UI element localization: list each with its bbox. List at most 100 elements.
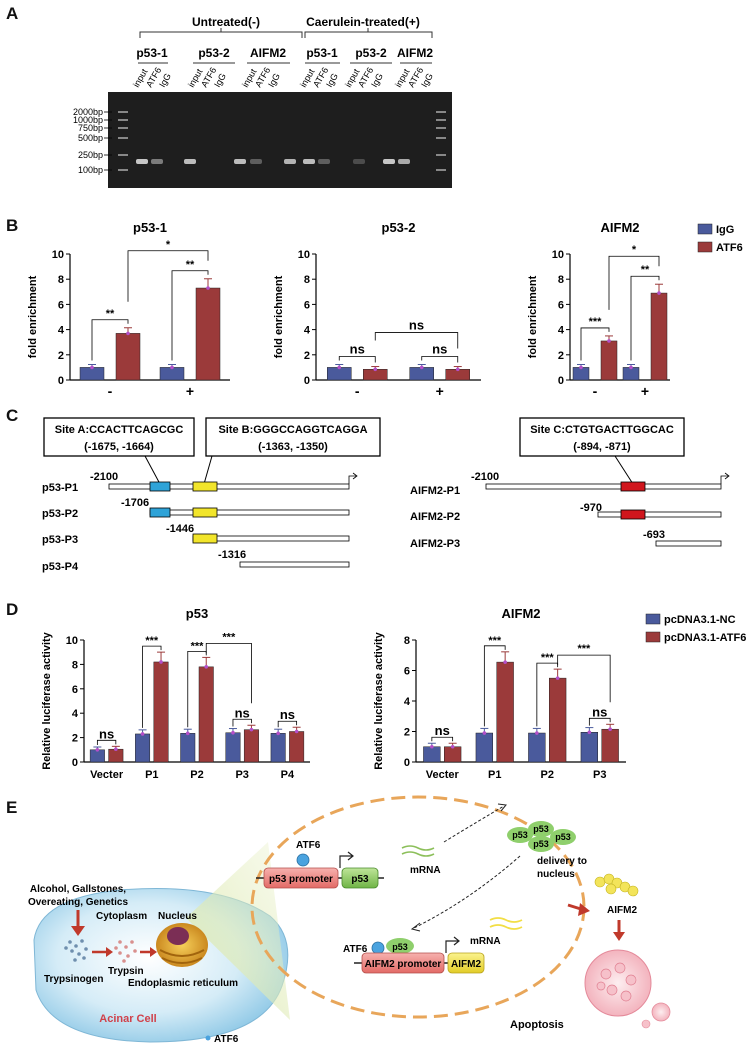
panelD-ytick-0-4: 8 <box>72 659 78 671</box>
panelD-ylabel-1: Relative luciferase activity <box>373 631 385 769</box>
cytoplasm-label: Cytoplasm <box>96 911 147 922</box>
panelB-sig-1-2: ns <box>409 318 424 333</box>
panelD-xcat-0-1: P1 <box>145 769 158 781</box>
atf6-protein-top <box>296 853 310 867</box>
panelD-xcat-0-2: P2 <box>190 769 203 781</box>
aifm2-p1-label: AIFM2-P1 <box>410 485 460 497</box>
panelD-legend-0: pcDNA3.1-NC <box>664 614 736 626</box>
panelD-ytick-0-0: 0 <box>72 757 78 769</box>
panelD-ytick-0-1: 2 <box>72 733 78 745</box>
atf6-label-bottom: ATF6 <box>343 944 368 955</box>
marker-5: 100bp <box>78 165 103 175</box>
aifm2-p3-start: -693 <box>643 529 665 541</box>
panelB-ytick-2-0: 0 <box>558 375 564 387</box>
panel-b-letter: B <box>6 216 19 235</box>
panelB-bar-0-1-0 <box>159 367 185 381</box>
p53-p3-label: p53-P3 <box>42 534 78 546</box>
site-a-block-p2 <box>149 507 171 518</box>
target-label-5: AIFM2 <box>397 46 433 60</box>
aifm2-gene-box <box>447 952 485 974</box>
delivery-line1: delivery to <box>537 856 587 867</box>
panelB-xcat-1-0: - <box>355 383 360 399</box>
panel-e-letter: E <box>6 798 18 817</box>
p53-cluster-2: p53 <box>533 824 549 834</box>
panelB-ytick-1-1: 2 <box>304 350 310 362</box>
panelD-sig-0-5: *** <box>222 631 236 643</box>
panelB-ytick-1-0: 0 <box>304 375 310 387</box>
panelD-bar-0-0-1 <box>108 748 124 763</box>
site-b-block-p3 <box>192 533 218 544</box>
trypsinogen-label: Trypsinogen <box>44 974 103 985</box>
panelB-ylabel-1: fold enrichment <box>273 275 285 358</box>
aifm2-protein-label: AIFM2 <box>607 905 637 916</box>
group-untreated: Untreated(-) <box>192 15 260 29</box>
target-label-4: p53-2 <box>355 46 387 60</box>
p53-p4-start: -1316 <box>218 549 246 561</box>
atf6-legend: ATF6 <box>214 1034 239 1045</box>
panelD-xcat-0-0: Vecter <box>90 769 124 781</box>
site-c-pos: (-894, -871) <box>573 441 631 453</box>
panelD-sig-0-1: *** <box>145 635 159 647</box>
panelD-ytick-1-3: 6 <box>404 666 410 678</box>
panelB-ytick-0-1: 2 <box>58 350 64 362</box>
apoptosis-label: Apoptosis <box>510 1019 564 1031</box>
panelD-xcat-1-2: P2 <box>541 769 554 781</box>
panelD-ytick-1-0: 0 <box>404 757 410 769</box>
panelB-xcat-0-0: - <box>108 383 113 399</box>
panelD-sig-1-4: *** <box>577 643 591 655</box>
panelB-sig-1-1: ns <box>432 342 447 357</box>
panelB-ylabel-0: fold enrichment <box>27 275 39 358</box>
panel-a-letter: A <box>6 4 19 23</box>
panelD-xcat-1-1: P1 <box>488 769 501 781</box>
p53-cluster-3: p53 <box>533 839 549 849</box>
panelB-ytick-1-3: 6 <box>304 299 310 311</box>
mrna-label-top: mRNA <box>410 865 441 876</box>
site-c-block-p1 <box>620 481 646 492</box>
panelB-title-2: AIFM2 <box>601 220 640 235</box>
aifm2-promoter-text: AIFM2 promoter <box>365 959 442 970</box>
er-label: Endoplasmic reticulum <box>128 978 238 989</box>
panelB-xcat-2-1: + <box>641 383 649 399</box>
panelD-ytick-0-5: 10 <box>66 635 78 647</box>
atf6-label-top: ATF6 <box>296 840 321 851</box>
aifm2-p1-start: -2100 <box>471 471 499 483</box>
panelD-bar-1-0-0 <box>423 746 441 763</box>
panelB-sig-2-0: *** <box>589 316 603 328</box>
site-b-block-p2 <box>192 507 218 518</box>
site-c-block-p2 <box>620 509 646 520</box>
panelD-xcat-0-3: P3 <box>235 769 248 781</box>
panelD-xcat-1-0: Vecter <box>426 769 460 781</box>
panelD-sig-0-3: ns <box>235 705 250 720</box>
site-c-seq: Site C:CTGTGACTTGGCAC <box>530 424 674 436</box>
panelD-bar-0-3-1 <box>243 729 259 763</box>
panelB-sig-0-1: ** <box>186 259 195 271</box>
target-label-2: AIFM2 <box>250 46 286 60</box>
panelB-sig-1-0: ns <box>350 342 365 357</box>
panelB-sig-2-1: ** <box>641 264 650 276</box>
panelB-bar-0-0-0 <box>79 367 105 381</box>
panelB-title-0: p53-1 <box>133 220 167 235</box>
panelB-sig-0-2: * <box>166 239 171 251</box>
panelD-sig-1-1: *** <box>488 635 502 647</box>
marker-4: 250bp <box>78 150 103 160</box>
panelB-legend-swatch-0 <box>697 223 713 235</box>
panelB-ytick-0-4: 8 <box>58 274 64 286</box>
trigger-line1: Alcohol, Gallstones, <box>30 884 126 895</box>
p53-gene-box <box>341 867 379 889</box>
delivery-line2: nucleus <box>537 869 575 880</box>
panelB-bar-2-0-1 <box>600 340 618 381</box>
p53-gene-text: p53 <box>351 874 369 885</box>
aifm2-promoter-box <box>361 952 445 974</box>
p53-cluster-4: p53 <box>555 832 571 842</box>
panelB-ytick-1-4: 8 <box>304 274 310 286</box>
panelD-bar-0-2-1 <box>198 666 214 763</box>
panelD-bar-0-3-0 <box>225 732 241 763</box>
panelB-ytick-0-0: 0 <box>58 375 64 387</box>
site-a-pos: (-1675, -1664) <box>84 441 154 453</box>
panelB-ytick-0-5: 10 <box>52 249 64 261</box>
site-b-pos: (-1363, -1350) <box>258 441 328 453</box>
panelD-bar-0-2-0 <box>180 733 196 763</box>
panelB-ytick-2-2: 4 <box>558 325 565 337</box>
